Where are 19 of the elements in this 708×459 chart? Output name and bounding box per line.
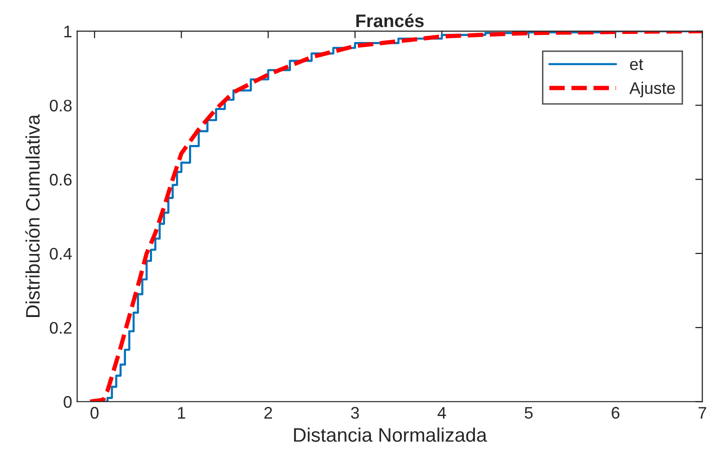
x-tick-label: 4 — [438, 407, 446, 419]
x-axis-title: Distancia Normalizada — [294, 428, 488, 442]
y-tick-label: 0.2 — [50, 322, 72, 334]
x-tick-label: 6 — [612, 406, 620, 419]
x-tick-label: 0 — [90, 406, 99, 419]
y-axis-title: Distribución Cumulativa — [25, 114, 40, 317]
y-tick-label: 1 — [64, 26, 72, 38]
y-tick-label: 0.6 — [50, 174, 72, 186]
x-tick-label: 2 — [264, 406, 272, 419]
x-tick-label: 3 — [351, 406, 359, 419]
x-tick-label: 1 — [178, 407, 186, 419]
x-tick-label: 5 — [524, 407, 533, 419]
y-tick-label: 0.4 — [50, 248, 72, 260]
y-tick-label: 0 — [64, 396, 72, 408]
chart-title: Francés — [356, 14, 424, 28]
legend-label: Ajuste — [629, 82, 675, 98]
x-tick-label: 7 — [698, 407, 706, 419]
y-tick-label: 0.8 — [50, 100, 72, 112]
legend-label: et — [630, 59, 644, 70]
